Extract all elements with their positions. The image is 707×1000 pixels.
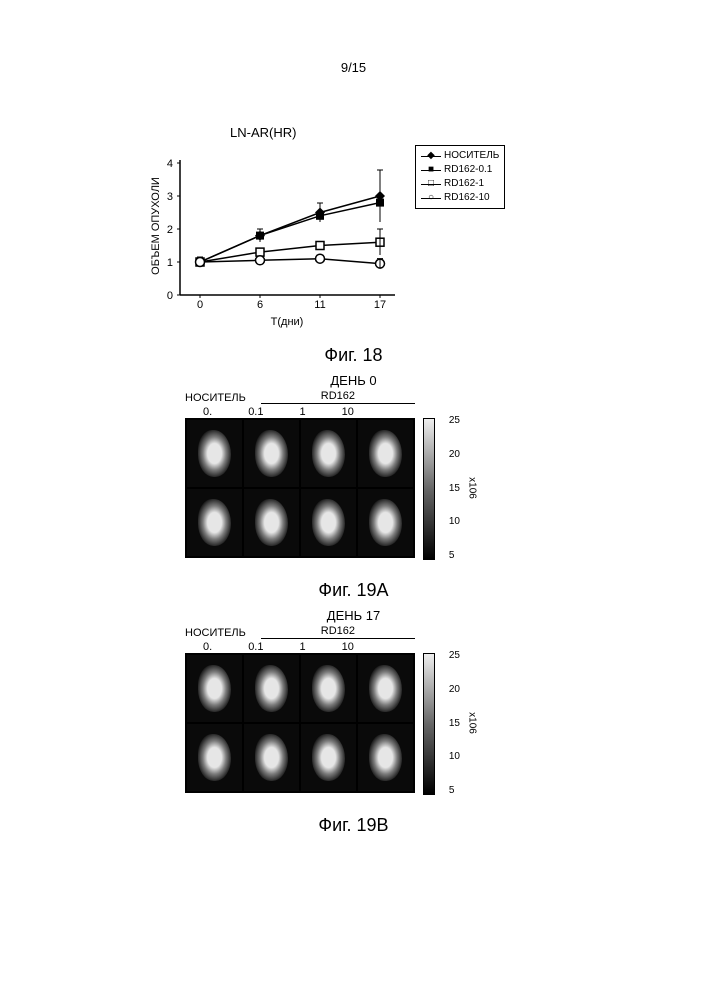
dose-value: 1 (299, 641, 305, 653)
dose-value: 0. (203, 406, 212, 418)
chart-title: LN-AR(HR) (230, 125, 296, 140)
cb-tick: 10 (449, 516, 460, 527)
svg-text:6: 6 (257, 299, 263, 311)
svg-text:0: 0 (197, 299, 203, 311)
dose-value: 1 (299, 406, 305, 418)
figure-caption: Фиг. 19А (318, 580, 388, 601)
dose-value: 10 (342, 406, 354, 418)
dose-labels: 0. 0.1 1 10 (203, 641, 415, 653)
dose-value: 10 (342, 641, 354, 653)
colorbar-unit: x106 (467, 712, 478, 734)
square-open-icon: □ (421, 177, 441, 191)
legend-label: НОСИТЕЛЬ (444, 149, 499, 163)
colorbar-labels: 25 20 15 10 5 (449, 415, 460, 561)
legend-label: RD162-1 (444, 177, 484, 191)
colorbar-labels: 25 20 15 10 5 (449, 650, 460, 796)
diamond-icon: ◆ (421, 149, 441, 163)
svg-text:4: 4 (167, 158, 173, 170)
figure-caption: Фиг. 18 (324, 345, 382, 366)
legend-item: ◆ НОСИТЕЛЬ (421, 149, 499, 163)
page-number: 9/15 (341, 60, 366, 75)
legend: ◆ НОСИТЕЛЬ ■ RD162-0.1 □ RD162-1 ○ RD162… (415, 145, 505, 209)
cb-tick: 20 (449, 449, 460, 460)
legend-label: RD162-10 (444, 191, 490, 205)
cb-tick: 15 (449, 718, 460, 729)
treatment-label: RD162 (261, 390, 415, 404)
legend-label: RD162-0.1 (444, 163, 492, 177)
cb-tick: 5 (449, 550, 460, 561)
x-axis-label: Т(дни) (271, 316, 304, 328)
dose-value: 0. (203, 641, 212, 653)
colorbar (423, 418, 435, 560)
day-label: ДЕНЬ 0 (330, 373, 376, 388)
svg-text:1: 1 (167, 257, 173, 269)
colorbar (423, 653, 435, 795)
day-label: ДЕНЬ 17 (327, 608, 380, 623)
cb-tick: 25 (449, 415, 460, 426)
legend-item: ■ RD162-0.1 (421, 163, 499, 177)
svg-text:11: 11 (314, 299, 325, 311)
carrier-label: НОСИТЕЛЬ (185, 627, 246, 639)
square-filled-icon: ■ (421, 163, 441, 177)
legend-item: ○ RD162-10 (421, 191, 499, 205)
line-chart: ОБЪЕМ ОПУХОЛИ 0 1 2 3 4 0 6 11 (145, 150, 425, 330)
carrier-label: НОСИТЕЛЬ (185, 392, 246, 404)
circle-open-icon: ○ (421, 191, 441, 205)
svg-text:0: 0 (167, 290, 173, 302)
y-axis-label: ОБЪЕМ ОПУХОЛИ (150, 177, 162, 275)
cb-tick: 5 (449, 785, 460, 796)
cb-tick: 10 (449, 751, 460, 762)
mouse-image-array: 25 20 15 10 5 x106 (185, 653, 415, 793)
svg-text:2: 2 (167, 224, 173, 236)
image-panel-b: НОСИТЕЛЬ RD162 0. 0.1 1 10 25 20 15 10 5 (185, 625, 415, 793)
cb-tick: 25 (449, 650, 460, 661)
svg-text:3: 3 (167, 191, 173, 203)
dose-value: 0.1 (248, 641, 263, 653)
treatment-label: RD162 (261, 625, 415, 639)
colorbar-unit: x106 (467, 477, 478, 499)
legend-item: □ RD162-1 (421, 177, 499, 191)
dose-labels: 0. 0.1 1 10 (203, 406, 415, 418)
chart-svg: 0 1 2 3 4 0 6 11 17 Т (145, 150, 425, 330)
image-panel-a: НОСИТЕЛЬ RD162 0. 0.1 1 10 25 20 15 10 5 (185, 390, 415, 558)
cb-tick: 20 (449, 684, 460, 695)
mouse-image-array: 25 20 15 10 5 x106 (185, 418, 415, 558)
cb-tick: 15 (449, 483, 460, 494)
dose-value: 0.1 (248, 406, 263, 418)
figure-caption: Фиг. 19В (318, 815, 388, 836)
page-container: 9/15 LN-AR(HR) ОБЪЕМ ОПУХОЛИ 0 1 2 3 4 (0, 0, 707, 1000)
svg-text:17: 17 (374, 299, 386, 311)
